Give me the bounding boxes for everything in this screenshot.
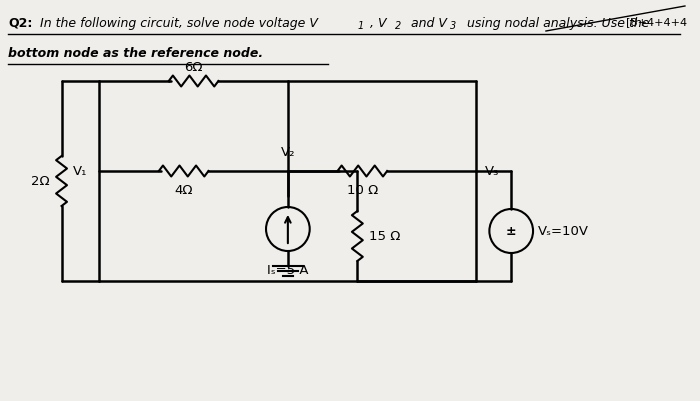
Text: 2: 2 — [395, 21, 401, 31]
Text: , V: , V — [370, 17, 387, 30]
Text: 10 Ω: 10 Ω — [346, 184, 378, 196]
Text: ±: ± — [506, 225, 517, 238]
Text: V₁: V₁ — [73, 165, 88, 178]
Text: Iₛ=5 A: Iₛ=5 A — [267, 263, 309, 276]
Text: 3: 3 — [449, 21, 456, 31]
Text: Q2:: Q2: — [8, 17, 32, 30]
Text: 2Ω: 2Ω — [31, 175, 50, 188]
Text: 6Ω: 6Ω — [184, 61, 203, 74]
Text: and V: and V — [407, 17, 447, 30]
Text: 15 Ω: 15 Ω — [370, 230, 400, 243]
Text: In the following circuit, solve node voltage V: In the following circuit, solve node vol… — [40, 17, 318, 30]
Text: using nodal analysis. Use the: using nodal analysis. Use the — [463, 17, 649, 30]
Text: V₃: V₃ — [484, 165, 499, 178]
Text: 4Ω: 4Ω — [174, 184, 193, 196]
Text: [8+4+4+4: [8+4+4+4 — [626, 17, 687, 27]
Text: Vₛ=10V: Vₛ=10V — [538, 225, 589, 238]
Text: V₂: V₂ — [281, 146, 295, 159]
Text: 1: 1 — [358, 21, 363, 31]
Text: bottom node as the reference node.: bottom node as the reference node. — [8, 47, 263, 60]
